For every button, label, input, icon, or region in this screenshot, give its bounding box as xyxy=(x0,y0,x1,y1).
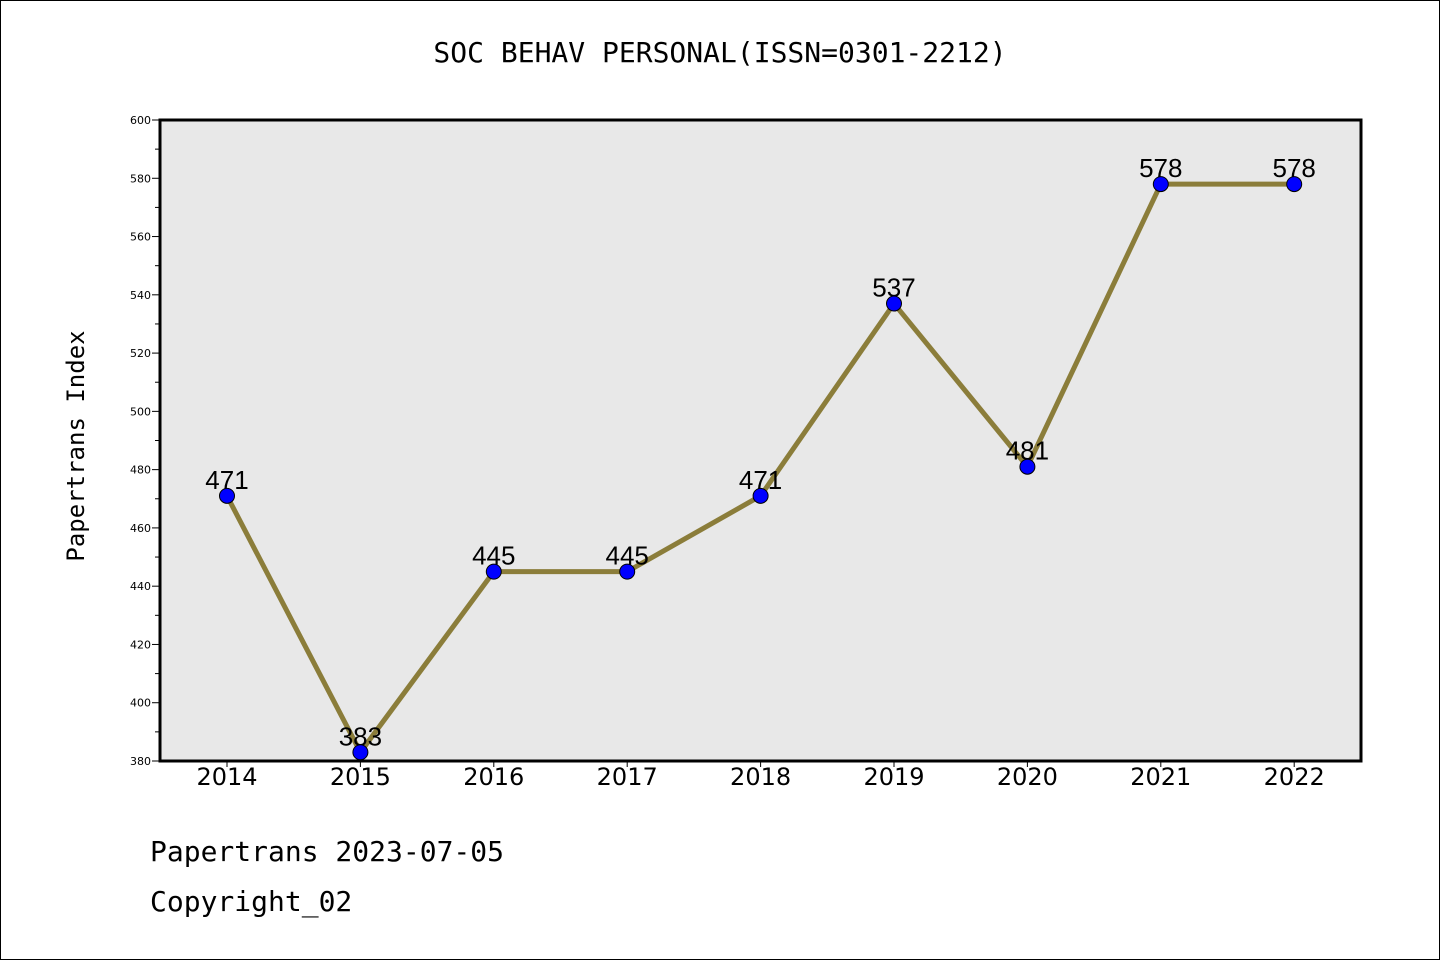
y-tick-label: 580 xyxy=(130,172,151,185)
y-tick-label: 400 xyxy=(130,697,151,710)
y-tick-label: 420 xyxy=(130,638,151,651)
data-point-2015 xyxy=(352,744,369,761)
y-tick-label: 540 xyxy=(130,289,151,302)
y-tick-label: 520 xyxy=(130,347,151,360)
data-point-2018 xyxy=(752,487,769,504)
y-tick-label: 500 xyxy=(130,405,151,418)
x-tick-label: 2016 xyxy=(463,763,524,791)
x-tick-label: 2022 xyxy=(1264,763,1325,791)
y-tick-label: 600 xyxy=(130,114,151,127)
data-point-2019 xyxy=(886,295,902,312)
y-tick-label: 380 xyxy=(130,755,151,768)
data-point-2022 xyxy=(1286,176,1303,193)
y-tick-label: 560 xyxy=(130,231,151,244)
x-tick-label: 2021 xyxy=(1130,763,1191,791)
x-tick-label: 2020 xyxy=(997,763,1058,791)
data-point-2014 xyxy=(219,487,235,504)
data-point-2020 xyxy=(1019,458,1036,475)
x-axis: 2014 2015 2016 2017 2018 2019 2020 2021 2022 xyxy=(196,761,1325,791)
data-point-2017 xyxy=(619,563,636,580)
plot-border xyxy=(158,118,1363,763)
plot-area xyxy=(160,120,1361,761)
footer-date: Papertrans 2023-07-05 xyxy=(150,835,505,868)
y-tick-label: 440 xyxy=(130,580,151,593)
y-axis: 380 400 420 440 460 480 500 520 540 560 580 600 xyxy=(130,114,160,768)
data-point-2021 xyxy=(1152,176,1169,193)
x-tick-label: 2017 xyxy=(597,763,658,791)
x-tick-label: 2019 xyxy=(863,763,924,791)
x-tick-label: 2018 xyxy=(730,763,791,791)
chart-title: SOC BEHAV PERSONAL(ISSN=0301-2212) xyxy=(433,36,1007,69)
y-tick-label: 480 xyxy=(130,464,151,477)
x-tick-label: 2015 xyxy=(330,763,391,791)
data-point-2016 xyxy=(485,563,502,580)
footer-copyright: Copyright_02 xyxy=(150,885,353,918)
x-tick-label: 2014 xyxy=(196,763,257,791)
y-tick-label: 460 xyxy=(130,522,151,535)
